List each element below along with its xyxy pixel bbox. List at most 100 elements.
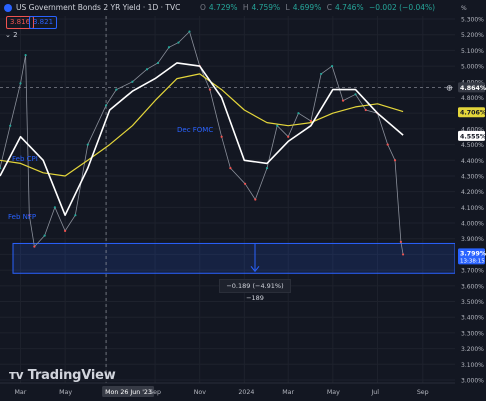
y-tick-label: 3.000% (461, 378, 484, 385)
x-tick-label: Sep (417, 389, 429, 396)
last-price-chip: 3.799% (460, 250, 486, 257)
open-label: O (200, 3, 206, 12)
y-axis-panel (455, 0, 486, 401)
low-value: 4.699% (292, 3, 322, 12)
y-tick-label: 3.500% (461, 299, 484, 306)
annotation-label: Feb NFP (8, 213, 36, 221)
crosshair-price-chip-bg (458, 82, 485, 93)
price-point (28, 214, 31, 217)
annotation-label: Dec FOMC (177, 126, 213, 134)
price-point (386, 143, 389, 146)
x-tick-label: Nov (194, 389, 207, 396)
price-point (104, 104, 108, 107)
indicator-count: 2 (13, 31, 18, 39)
indicators-toggle[interactable]: ⌄ 2 (5, 31, 18, 39)
price-point (64, 229, 67, 232)
price-point (145, 68, 149, 71)
x-tick-label: Sep (149, 389, 161, 396)
measure-label: −0.189 (−4.91%) −189 (219, 279, 291, 302)
price-point (43, 234, 46, 237)
price-point (156, 61, 160, 65)
ma-fast-chip-bg (458, 130, 485, 141)
y-tick-label: 4.500% (461, 142, 484, 149)
y-tick-label: 5.000% (461, 64, 484, 71)
price-point (265, 167, 269, 170)
x-tick-label: Mar (282, 389, 294, 396)
tradingview-logo-text: TradingView (27, 368, 116, 383)
price-point (53, 206, 56, 209)
symbol-title[interactable]: US Government Bonds 2 YR Yield · 1D · TV… (16, 3, 181, 12)
price-point (24, 54, 27, 57)
plus-icon[interactable]: ⊕ (446, 83, 453, 92)
price-point (401, 253, 405, 256)
x-tick-label: Mar (14, 389, 26, 396)
y-tick-label: 3.400% (461, 315, 484, 322)
price-point (115, 88, 118, 91)
price-point (0, 167, 2, 170)
y-tick-label: 3.600% (461, 283, 484, 290)
price-point (354, 93, 357, 96)
price-point (364, 108, 367, 112)
y-tick-label: 5.100% (461, 48, 484, 55)
price-point (287, 135, 290, 138)
price-point (208, 88, 212, 91)
price-point (9, 124, 12, 127)
x-tick-label: Mon 26 Jun '23 (105, 389, 152, 396)
measure-arrow-head (250, 265, 260, 273)
x-tick-label: May (327, 389, 340, 396)
y-tick-label: 4.000% (461, 221, 484, 228)
price-point (254, 198, 257, 201)
price-point (167, 46, 171, 49)
tradingview-logo-icon: ᴛᴠ (9, 368, 24, 382)
price-point (399, 240, 402, 243)
y-unit-label: % (461, 5, 467, 12)
y-tick-label: 4.600% (461, 126, 484, 133)
y-tick-label: 5.200% (461, 32, 484, 39)
y-tick-label: 3.300% (461, 330, 484, 337)
last-price-chip-bg (458, 248, 485, 265)
y-tick-label: 3.200% (461, 346, 484, 353)
price-point (74, 214, 77, 217)
price-point (220, 135, 223, 138)
chevron-down-icon: ⌄ (5, 31, 11, 39)
y-tick-label: 3.700% (461, 268, 484, 275)
high-value: 4.759% (251, 3, 281, 12)
ohlc-values: O 4.729% H 4.759% L 4.699% C 4.746% −0.002 (… (200, 3, 438, 12)
y-tick-label: 5.300% (461, 17, 484, 24)
price-point (393, 159, 397, 162)
price-point (19, 82, 22, 85)
price-point (177, 41, 180, 44)
y-tick-label: 3.900% (461, 236, 484, 243)
y-tick-label: 4.800% (461, 95, 484, 102)
crosshair-price-chip: 4.864% (460, 85, 486, 92)
y-tick-label: 4.400% (461, 158, 484, 165)
close-label: C (326, 3, 332, 12)
high-label: H (242, 3, 249, 12)
x-highlight-bg (102, 386, 155, 397)
price-point (188, 30, 191, 33)
ma-slow-line (0, 73, 404, 177)
price-point (297, 112, 300, 115)
ask-box[interactable]: 3.821 (29, 16, 58, 29)
close-value: 4.746% (334, 3, 364, 12)
y-tick-label: 4.200% (461, 189, 484, 196)
bid-box[interactable]: 3.816 (6, 16, 35, 29)
price-point (229, 167, 232, 170)
price-point (341, 99, 345, 102)
x-tick-label: 2024 (238, 389, 254, 396)
tradingview-logo: ᴛᴠ TradingView (9, 368, 116, 383)
chart-header: US Government Bonds 2 YR Yield · 1D · TV… (0, 0, 455, 16)
y-tick-label: 3.100% (461, 362, 484, 369)
countdown-label: 13:38:15 (460, 258, 485, 264)
price-point (131, 80, 134, 83)
y-tick-label: 4.300% (461, 173, 484, 180)
ma-slow-chip: 4.706% (460, 110, 486, 117)
price-point (243, 182, 247, 185)
price-point (276, 124, 279, 127)
x-tick-label: Jul (370, 389, 379, 396)
ma-fast-chip: 4.555% (460, 133, 486, 140)
ma-fast-line (0, 62, 404, 216)
price-point (86, 143, 89, 146)
